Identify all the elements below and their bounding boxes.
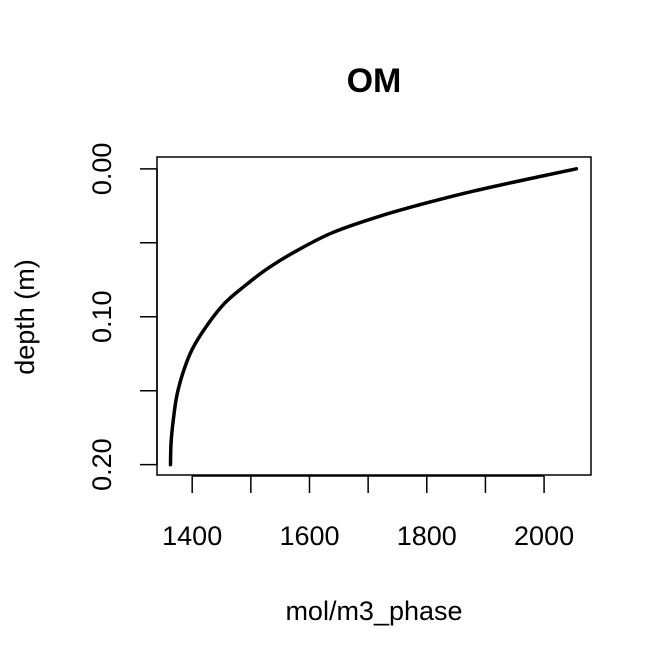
y-tick-label: 0.10	[87, 290, 117, 343]
x-tick-label: 2000	[514, 521, 574, 551]
x-tick-label: 1600	[279, 521, 339, 551]
series-line	[168, 167, 579, 467]
series-layer	[168, 167, 579, 467]
x-axis-label: mol/m3_phase	[285, 596, 462, 626]
chart-title: OM	[347, 62, 402, 100]
x-axis: 1400 1600 1800 2000	[162, 475, 574, 551]
y-axis-label: depth (m)	[10, 259, 40, 375]
y-axis: 0.00 0.10 0.20	[87, 143, 158, 491]
plot-frame	[156, 156, 592, 476]
y-tick-label: 0.20	[87, 438, 117, 491]
x-tick-label: 1400	[162, 521, 222, 551]
y-tick-label: 0.00	[87, 143, 117, 196]
x-tick-label: 1800	[397, 521, 457, 551]
